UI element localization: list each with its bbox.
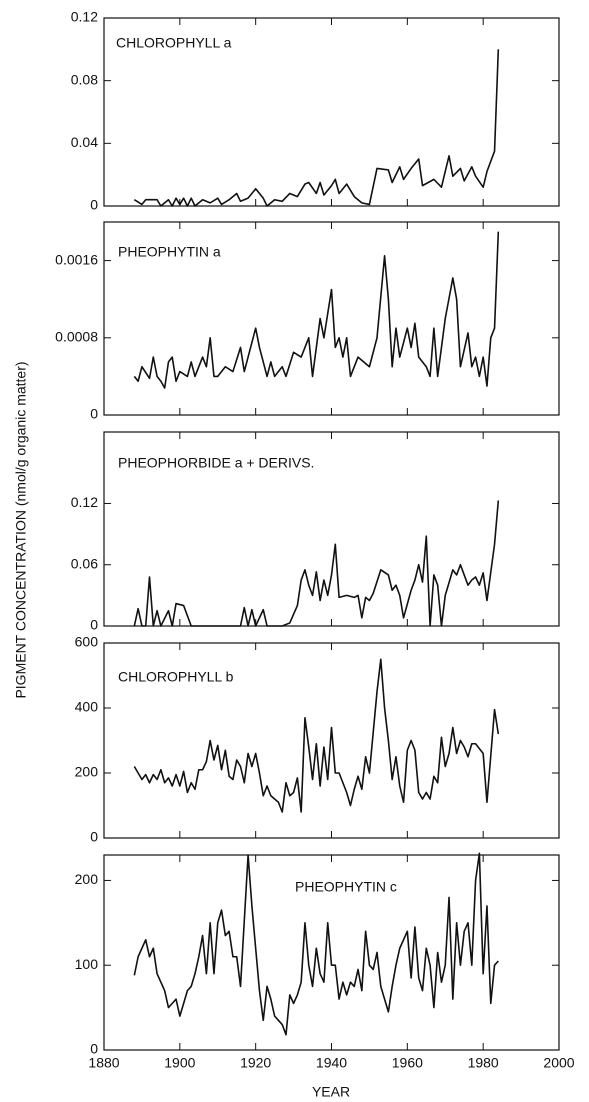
x-tick-label: 1940 xyxy=(316,1055,347,1071)
data-line xyxy=(133,231,500,389)
panel-title: PHEOPHYTIN a xyxy=(118,244,221,260)
y-tick-label: 200 xyxy=(75,764,99,780)
y-axis-label: PIGMENT CONCENTRATION (nmol/g organic ma… xyxy=(13,361,29,698)
panel-title: CHLOROPHYLL b xyxy=(118,669,234,685)
y-tick-label: 0 xyxy=(90,406,98,422)
y-tick-label: 0.04 xyxy=(71,134,98,150)
data-line xyxy=(133,852,499,1036)
y-tick-label: 0.06 xyxy=(71,555,98,571)
y-tick-label: 0.08 xyxy=(71,71,98,87)
y-tick-label: 400 xyxy=(75,699,99,715)
y-tick-label: 0.12 xyxy=(71,494,98,510)
x-tick-label: 1880 xyxy=(88,1055,119,1071)
y-tick-label: 100 xyxy=(75,956,99,972)
y-tick-label: 0 xyxy=(90,829,98,845)
x-tick-label: 1900 xyxy=(164,1055,195,1071)
y-tick-label: 0 xyxy=(90,617,98,633)
panel-title: PHEOPHYTIN c xyxy=(295,879,397,895)
data-line xyxy=(133,658,500,813)
x-tick-label: 1960 xyxy=(392,1055,423,1071)
y-tick-label: 0 xyxy=(90,1041,98,1057)
x-tick-label: 1980 xyxy=(468,1055,499,1071)
x-axis-label: YEAR xyxy=(312,1084,350,1100)
data-line xyxy=(133,49,500,207)
y-tick-label: 0 xyxy=(90,197,98,213)
panel-title: PHEOPHORBIDE a + DERIVS. xyxy=(118,455,314,471)
data-line xyxy=(133,500,500,627)
y-tick-label: 0.0016 xyxy=(55,251,98,267)
y-tick-label: 0.0008 xyxy=(55,329,98,345)
y-tick-label: 600 xyxy=(75,634,99,650)
x-tick-label: 2000 xyxy=(543,1055,574,1071)
panel-title: CHLOROPHYLL a xyxy=(116,35,232,51)
x-tick-label: 1920 xyxy=(240,1055,271,1071)
y-tick-label: 200 xyxy=(75,871,99,887)
y-tick-label: 0.12 xyxy=(71,9,98,25)
